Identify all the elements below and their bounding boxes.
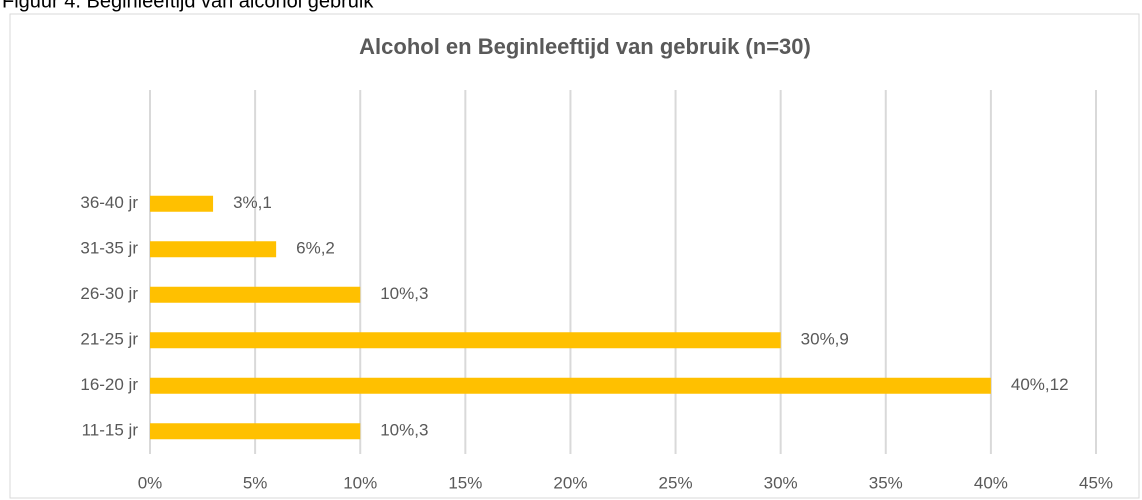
data-label: 10%,3 xyxy=(380,421,428,440)
bar xyxy=(150,286,361,303)
y-tick-label: 21-25 jr xyxy=(80,330,138,349)
data-label: 6%,2 xyxy=(296,239,335,258)
x-tick-label: 45% xyxy=(1079,473,1113,492)
data-label: 30%,9 xyxy=(801,330,849,349)
figure-caption: Figuur 4. Beginleeftijd van alcohol gebr… xyxy=(2,0,374,12)
data-label: 40%,12 xyxy=(1011,375,1069,394)
data-label: 10%,3 xyxy=(380,284,428,303)
bar xyxy=(150,423,361,440)
x-tick-label: 10% xyxy=(343,473,377,492)
y-tick-label: 11-15 jr xyxy=(82,421,139,440)
x-tick-label: 40% xyxy=(974,473,1008,492)
y-tick-label: 16-20 jr xyxy=(80,375,138,394)
x-tick-label: 30% xyxy=(764,473,798,492)
x-tick-label: 35% xyxy=(869,473,903,492)
x-tick-label: 5% xyxy=(243,473,268,492)
bar xyxy=(150,377,991,394)
x-tick-label: 20% xyxy=(553,473,587,492)
x-tick-label: 15% xyxy=(448,473,482,492)
y-tick-label: 36-40 jr xyxy=(80,193,138,212)
x-tick-label: 25% xyxy=(659,473,693,492)
bar xyxy=(150,195,214,212)
bar xyxy=(150,241,277,258)
y-tick-label: 26-30 jr xyxy=(80,284,138,303)
bar xyxy=(150,332,781,349)
y-tick-label: 31-35 jr xyxy=(80,239,138,258)
data-label: 3%,1 xyxy=(233,193,272,212)
x-tick-label: 0% xyxy=(138,473,163,492)
chart-title: Alcohol en Beginleeftijd van gebruik (n=… xyxy=(359,34,811,59)
